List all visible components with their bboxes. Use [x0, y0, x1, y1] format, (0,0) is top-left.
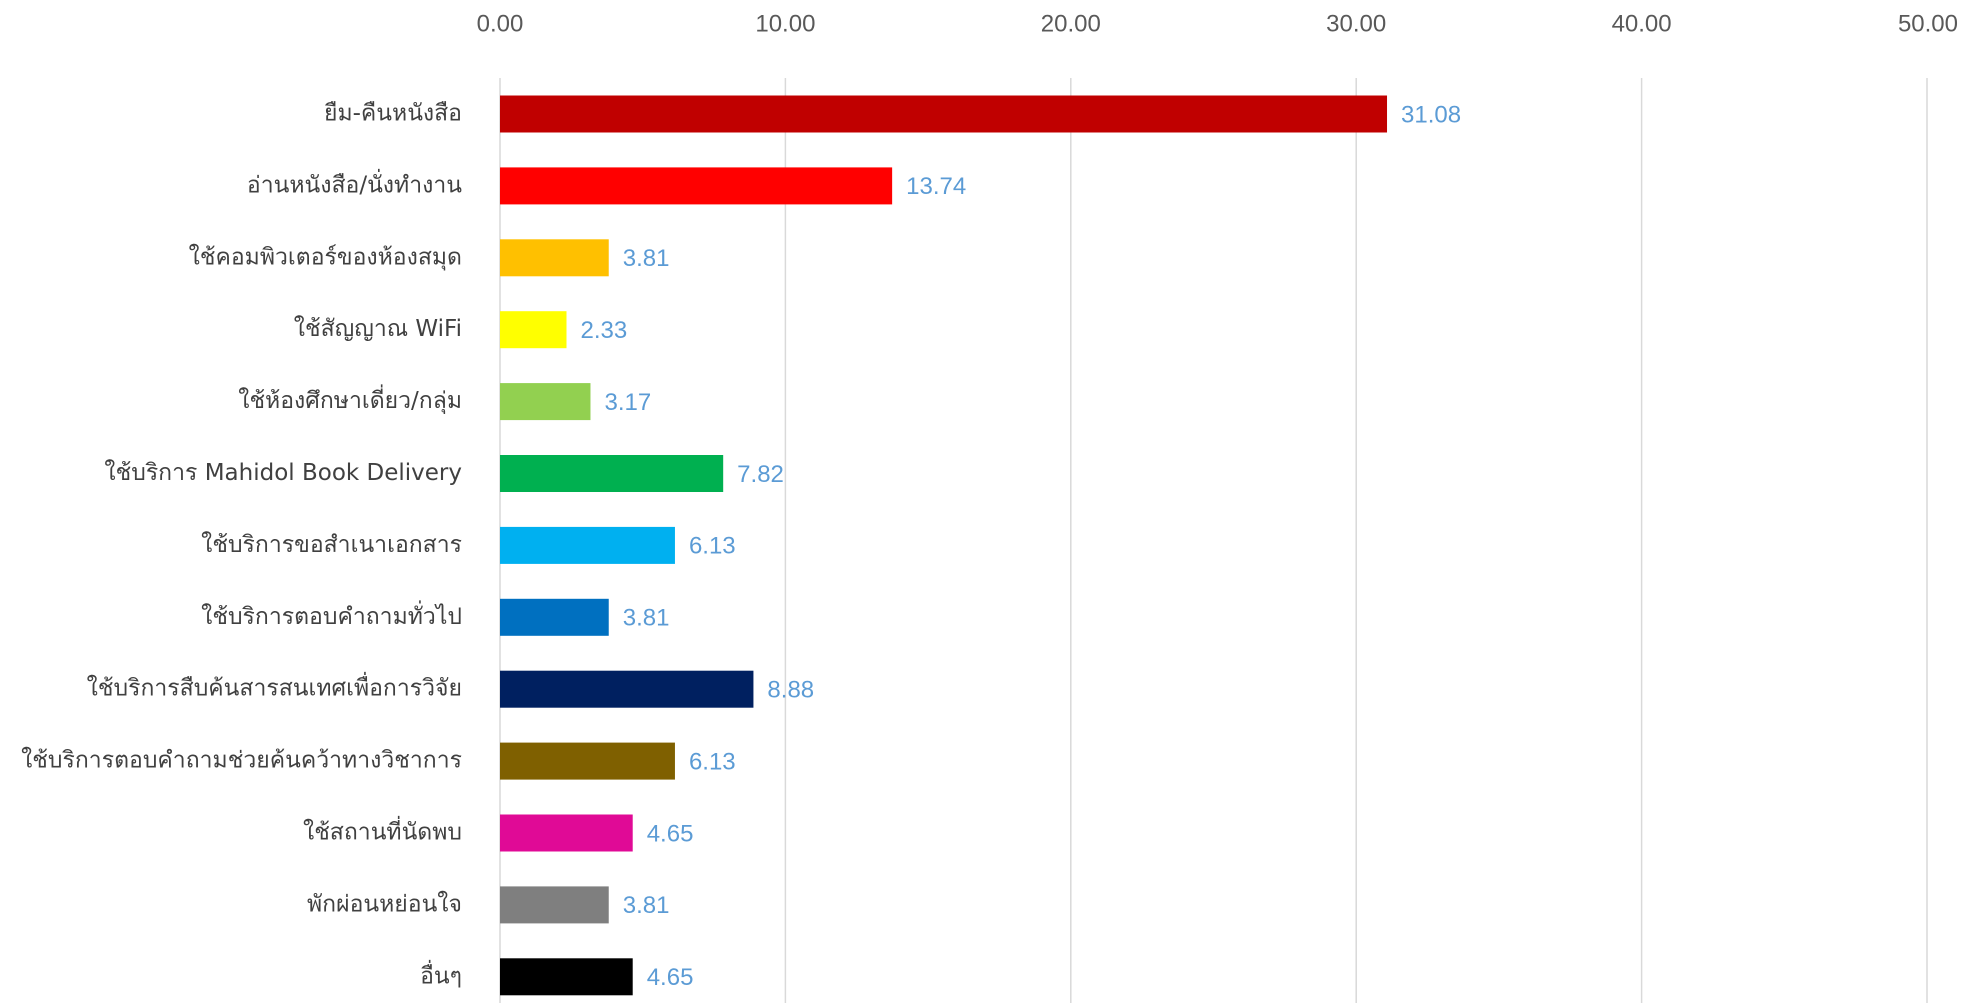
- category-label: อ่านหนังสือ/นั่งทำงาน: [247, 168, 462, 198]
- bar: [500, 886, 609, 924]
- category-label: ยืม-คืนหนังสือ: [324, 101, 462, 127]
- category-label: ใช้บริการตอบคำถามทั่วไป: [201, 600, 462, 630]
- bar: [500, 598, 609, 636]
- bar: [500, 95, 1388, 133]
- category-label: พักผ่อนหย่อนใจ: [307, 890, 462, 917]
- x-tick-label: 10.00: [755, 10, 815, 37]
- bar: [500, 742, 675, 780]
- x-axis-ticks: 0.00 10.00 20.00 30.00 40.00 50.00: [477, 10, 1958, 37]
- data-label: 13.74: [906, 173, 966, 200]
- bar: [500, 311, 567, 349]
- bar: [500, 670, 754, 708]
- category-label: ใช้บริการสืบค้นสารสนเทศเพื่อการวิจัย: [87, 672, 462, 702]
- data-label: 3.81: [623, 605, 670, 632]
- data-label: 6.13: [689, 533, 736, 560]
- category-label: ใช้คอมพิวเตอร์ของห้องสมุด: [189, 243, 462, 270]
- x-tick-label: 0.00: [477, 10, 524, 37]
- data-label: 3.81: [623, 245, 670, 272]
- bar: [500, 958, 633, 996]
- category-label: ใช้บริการตอบคำถามช่วยค้นคว้าทางวิชาการ: [21, 747, 462, 774]
- data-label: 31.08: [1401, 101, 1461, 128]
- category-label: ใช้สถานที่นัดพบ: [303, 816, 462, 846]
- x-tick-label: 30.00: [1326, 10, 1386, 37]
- bar: [500, 455, 724, 492]
- bar: [500, 814, 633, 852]
- bars: [500, 95, 1388, 996]
- category-label: ใช้บริการขอสำเนาเอกสาร: [201, 531, 462, 558]
- data-label: 4.65: [647, 964, 694, 991]
- data-label: 4.65: [647, 820, 694, 847]
- x-tick-label: 20.00: [1041, 10, 1101, 37]
- bar: [500, 239, 609, 277]
- bar: [500, 383, 591, 421]
- category-label: ใช้ห้องศึกษาเดี่ยว/กลุ่ม: [238, 384, 462, 414]
- data-label: 6.13: [689, 748, 736, 775]
- category-label: ใช้บริการ Mahidol Book Delivery: [104, 459, 462, 486]
- category-labels: ยืม-คืนหนังสืออ่านหนังสือ/นั่งทำงานใช้คอ…: [21, 101, 462, 990]
- bar: [500, 167, 893, 205]
- data-label: 7.82: [737, 461, 784, 488]
- x-tick-label: 50.00: [1898, 10, 1958, 37]
- data-label: 2.33: [580, 317, 627, 344]
- data-label: 3.17: [604, 389, 651, 416]
- data-label: 8.88: [767, 677, 814, 704]
- category-label: ใช้สัญญาณ WiFi: [294, 315, 462, 342]
- bar: [500, 526, 675, 564]
- data-label: 3.81: [623, 892, 670, 919]
- data-labels: 31.08 13.74 3.81 2.33 3.17 7.82 6.13 3.81 8.88 6.…: [580, 101, 1461, 991]
- x-tick-label: 40.00: [1612, 10, 1672, 37]
- category-label: อื่นๆ: [420, 959, 462, 989]
